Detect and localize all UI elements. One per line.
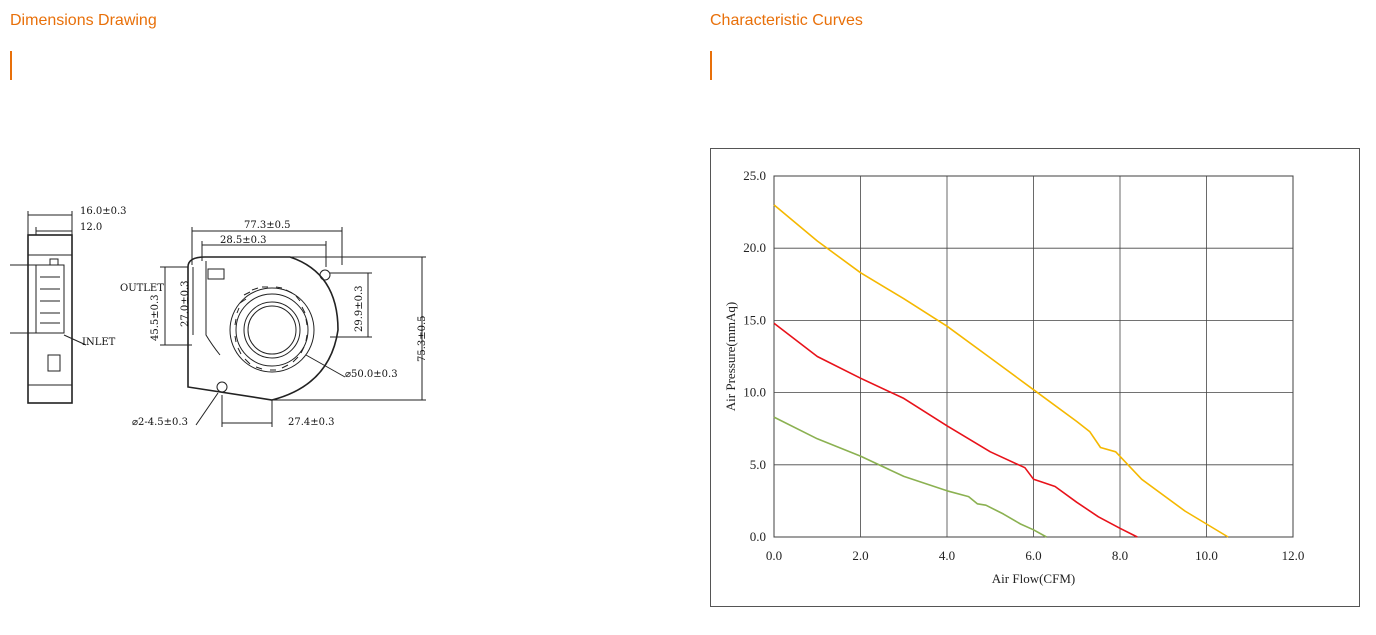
series-line-mid-speed xyxy=(773,322,1138,538)
curves-accent-bar xyxy=(710,51,712,80)
label-inlet: INLET xyxy=(82,337,116,348)
characteristic-chart: 0.0 2.0 4.0 6.0 8.0 10.0 12.0 0.0 5.0 10.0 15.0 20.… xyxy=(723,168,1304,586)
label-side-width: 16.0±0.3 xyxy=(80,206,127,217)
series-line-low-speed xyxy=(773,416,1047,538)
label-outlet: OUTLET xyxy=(120,283,164,294)
y-axis-label: Air Pressure(mmAq) xyxy=(723,302,738,411)
curves-title: Characteristic Curves xyxy=(710,12,863,29)
label-bottom-offset: 27.4±0.3 xyxy=(288,417,335,428)
label-outlet-offset: 28.5±0.3 xyxy=(220,235,267,246)
dimensions-accent-bar xyxy=(10,51,12,80)
label-height-left: 45.5±0.3 xyxy=(150,294,161,341)
x-tick-label: 8.0 xyxy=(1112,548,1128,563)
dimensions-drawing: 16.0±0.3 12.0 OUTLET INLET xyxy=(10,206,428,428)
label-side-inner: 12.0 xyxy=(80,222,102,233)
label-overall-width: 77.3±0.5 xyxy=(244,220,291,231)
label-hub-diameter: ⌀50.0±0.3 xyxy=(345,369,398,380)
label-overall-height: 75.3±0.5 xyxy=(417,315,428,362)
chart-ticks: 0.0 2.0 4.0 6.0 8.0 10.0 12.0 0.0 5.0 10.0 15.0 20.… xyxy=(743,168,1304,563)
x-tick-label: 2.0 xyxy=(852,548,868,563)
y-tick-label: 15.0 xyxy=(743,312,766,327)
label-holes: ⌀2-4.5±0.3 xyxy=(132,417,188,428)
x-tick-label: 10.0 xyxy=(1195,548,1218,563)
y-tick-label: 0.0 xyxy=(750,529,766,544)
y-tick-label: 20.0 xyxy=(743,240,766,255)
chart-series xyxy=(773,204,1229,538)
dimensions-title: Dimensions Drawing xyxy=(10,12,157,29)
chart-grid xyxy=(773,175,1294,538)
label-height-inner: 27.0±0.3 xyxy=(180,280,191,327)
y-tick-label: 25.0 xyxy=(743,168,766,183)
x-tick-label: 4.0 xyxy=(939,548,955,563)
series-line-high-speed xyxy=(773,204,1229,538)
x-tick-label: 6.0 xyxy=(1025,548,1041,563)
y-tick-label: 10.0 xyxy=(743,385,766,400)
x-tick-label: 12.0 xyxy=(1282,548,1305,563)
chart-frame: 0.0 2.0 4.0 6.0 8.0 10.0 12.0 0.0 5.0 10.0 15.0 20.… xyxy=(710,148,1360,607)
label-height-right: 29.9±0.3 xyxy=(354,285,365,332)
y-tick-label: 5.0 xyxy=(750,457,766,472)
side-view xyxy=(10,211,87,404)
front-view xyxy=(160,227,426,427)
x-axis-label: Air Flow(CFM) xyxy=(992,571,1075,586)
x-tick-label: 0.0 xyxy=(766,548,782,563)
